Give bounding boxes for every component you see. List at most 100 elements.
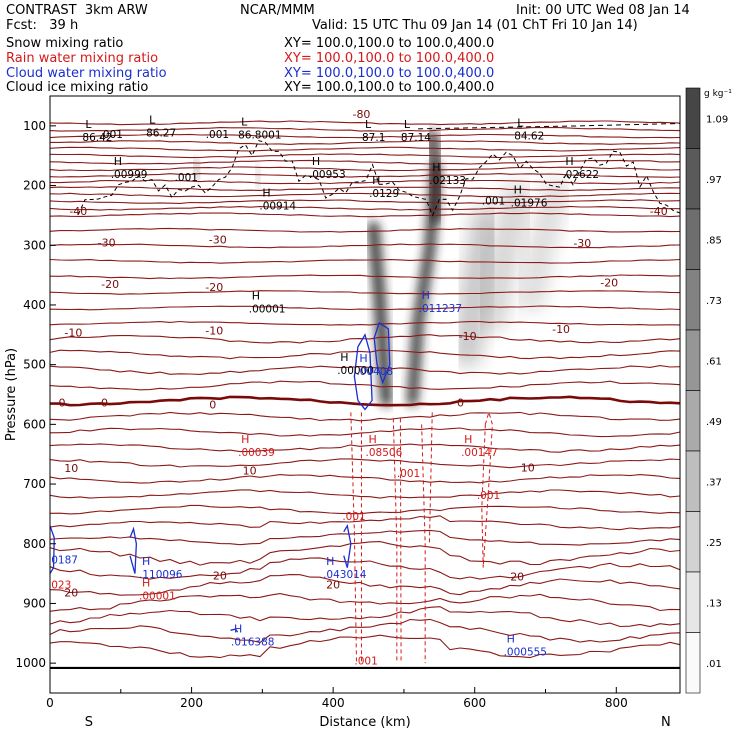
rainwater-contour [392, 418, 398, 664]
temperature-label: -40 [69, 205, 87, 218]
extremum-marker: L [241, 115, 248, 128]
theta-contour [49, 126, 681, 132]
extremum-value: .02133 [429, 175, 466, 187]
colorbar-swatch [685, 450, 701, 512]
temperature-label: -30 [573, 237, 591, 250]
colorbar-unit: g kg⁻¹ [704, 89, 732, 99]
temperature-label: -10 [205, 325, 223, 338]
theta-contour [49, 243, 681, 249]
extremum-value: .0129 [369, 188, 399, 200]
x-tick-label: 0 [46, 696, 54, 710]
extremum-value: .011237 [419, 303, 462, 315]
extremum-marker: H [262, 186, 270, 199]
temperature-label: 20 [213, 569, 227, 582]
extremum-value: .00000 [337, 365, 374, 377]
y-tick-label: 900 [23, 596, 46, 610]
extremum-value: .00147 [461, 447, 498, 459]
theta-contour [49, 159, 681, 165]
extremum-marker: H [326, 555, 334, 568]
colorbar-label: .73 [706, 296, 722, 307]
extremum-marker: H [340, 351, 348, 364]
rainwater-contour [428, 412, 433, 544]
colorbar-label: .49 [706, 417, 722, 428]
cloudwater-contour [343, 524, 352, 568]
center-title: NCAR/MMM [240, 3, 315, 18]
extremum-marker: H [312, 155, 320, 168]
temperature-label: -40 [650, 205, 668, 218]
theta-contour [49, 593, 681, 612]
y-tick-label: 700 [23, 477, 46, 491]
theta-contour [49, 349, 681, 360]
colorbar-label: .37 [706, 477, 722, 488]
init-time: Init: 00 UTC Wed 08 Jan 14 [516, 3, 690, 18]
temperature-label: -30 [209, 233, 227, 246]
field-snow-name: Snow mixing ratio [6, 36, 124, 51]
colorbar-label: 1.09 [706, 114, 728, 125]
theta-contour [49, 365, 681, 375]
extremum-marker: H [422, 289, 430, 302]
extremum-value: .00001 [249, 304, 286, 316]
theta-contour [49, 334, 681, 344]
temperature-label: -10 [64, 326, 82, 339]
theta-contour [49, 120, 681, 126]
colorbar-label: .01 [706, 659, 722, 670]
extremum-marker: H [252, 290, 260, 303]
field-rain-name: Rain water mixing ratio [6, 51, 159, 66]
y-tick-label: 800 [23, 537, 46, 551]
theta-contour [49, 489, 681, 499]
temperature-label: 20 [64, 587, 78, 600]
contour-value-label: .001 [206, 129, 229, 141]
contour-value-label: .001 [354, 655, 377, 667]
theta-contour [49, 205, 680, 211]
theta-contour [49, 427, 681, 438]
x-axis-label: Distance (km) [319, 715, 410, 730]
cloudwater-contour [373, 321, 391, 385]
model-title: CONTRAST 3km ARW [6, 3, 148, 18]
theta-contour [49, 634, 681, 659]
extremum-marker: H [507, 632, 515, 645]
cloudwater-contour [129, 526, 138, 574]
rainwater-contour [481, 410, 493, 568]
temperature-label: -80 [352, 108, 370, 121]
theta-contour [49, 133, 681, 139]
forecast-hour: Fcst: 39 h [6, 18, 79, 33]
temperature-label: 0 [209, 399, 216, 412]
theta-contour [49, 320, 681, 326]
extremum-marker: H [514, 183, 522, 196]
extremum-value: .08506 [366, 447, 403, 459]
snow-contour-dashed [77, 140, 681, 217]
extremum-marker: H [234, 622, 242, 635]
extremum-value: .000555 [504, 646, 547, 658]
theta-contour [49, 199, 681, 204]
left-endpoint-label: S [85, 715, 93, 730]
extremum-value: 86.8001 [238, 129, 281, 141]
extremum-value: .00914 [259, 200, 296, 212]
theta-contour [49, 411, 681, 422]
x-tick-label: 800 [605, 696, 628, 710]
theta-contour [49, 146, 681, 152]
theta-contour [49, 443, 681, 453]
extremum-marker: L [517, 117, 524, 130]
contour-value-label: .001 [100, 129, 123, 141]
extremum-marker: H [114, 155, 122, 168]
field-rain-xy: XY= 100.0,100.0 to 100.0,400.0 [284, 51, 495, 66]
extremum-marker: L [365, 118, 372, 131]
extremum-value: 84.62 [514, 131, 544, 143]
theta-contour [49, 574, 681, 596]
colorbar-swatch [685, 390, 701, 452]
colorbar-swatch [685, 148, 701, 210]
theta-contour [49, 618, 681, 644]
theta-contour [49, 557, 681, 580]
temperature-label: -10 [552, 323, 570, 336]
extremum-marker: H [432, 161, 440, 174]
right-endpoint-label: N [661, 715, 671, 730]
field-cloudwater-xy: XY= 100.0,100.0 to 100.0,400.0 [284, 66, 495, 81]
field-cloudice-xy: XY= 100.0,100.0 to 100.0,400.0 [284, 80, 495, 95]
extremum-value: .00953 [309, 169, 346, 181]
theta-contour [50, 140, 681, 145]
temperature-label: -10 [459, 330, 477, 343]
extremum-marker: L [404, 118, 411, 131]
theta-contour [49, 179, 681, 185]
y-axis-label: Pressure (hPa) [4, 348, 19, 441]
